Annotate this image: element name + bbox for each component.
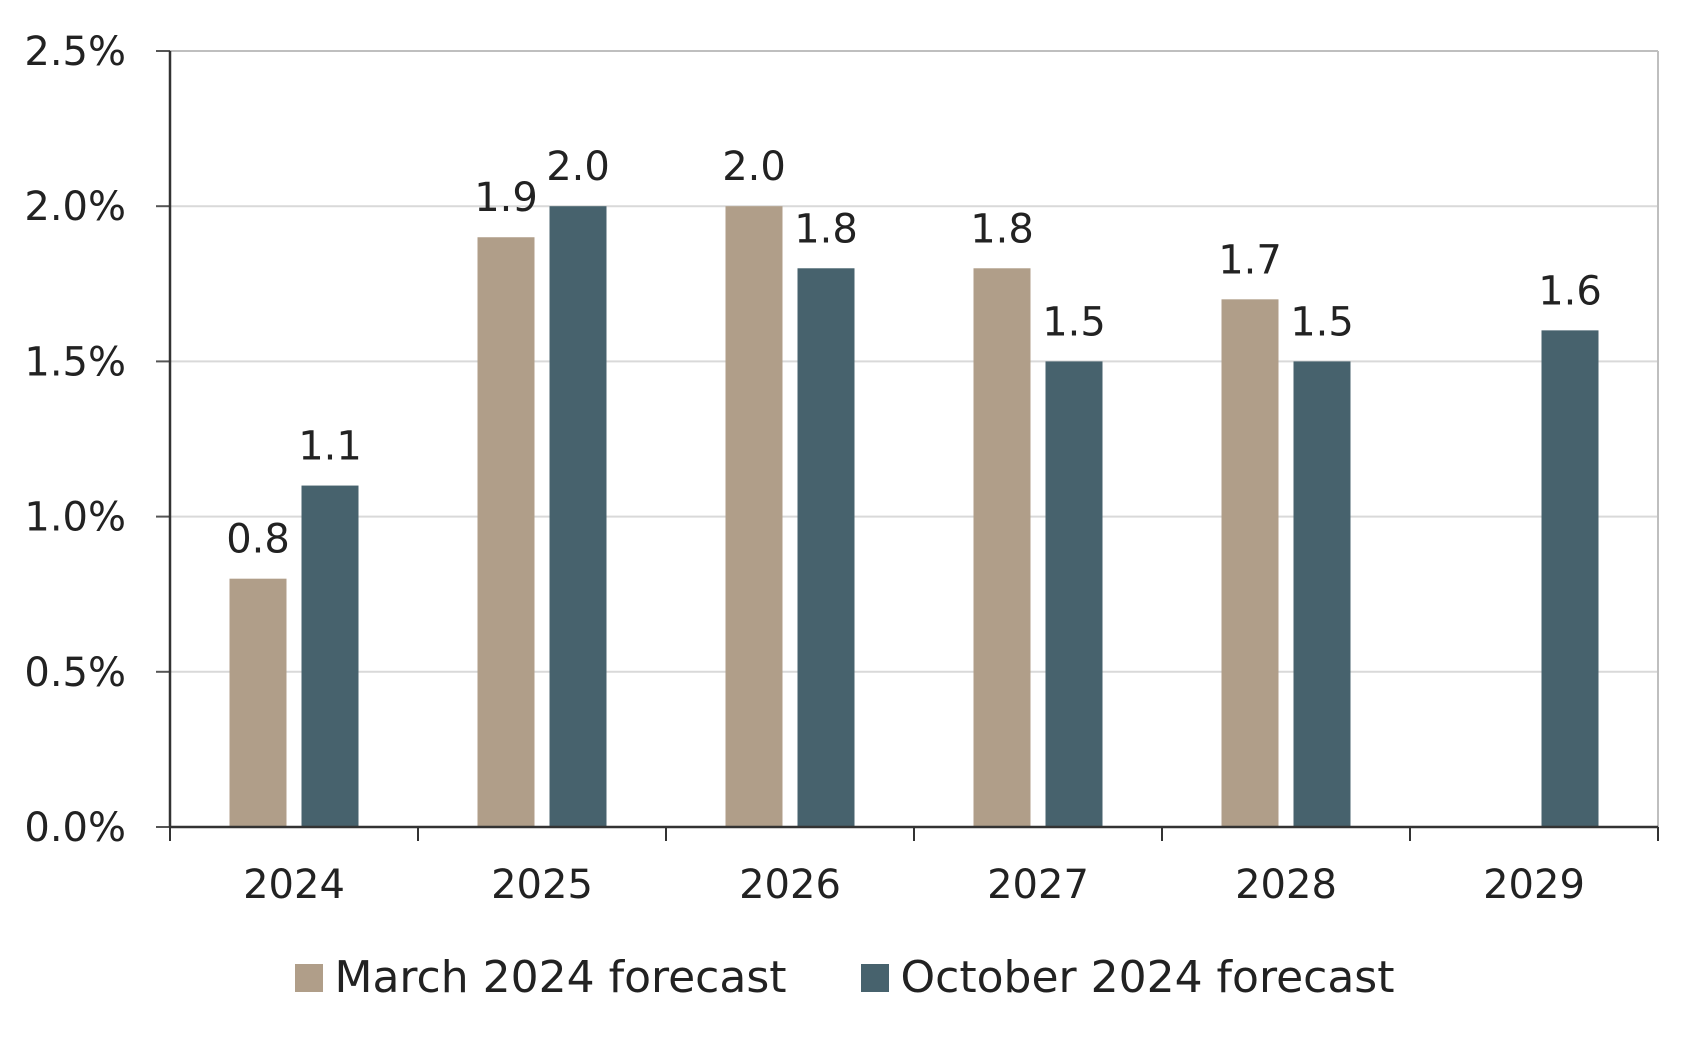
data-labels: 0.81.11.92.0 2.01.8 1.81.51.71.51.6 (226, 144, 1602, 562)
bars (229, 206, 1599, 828)
x-tick-label: 2024 (243, 862, 345, 908)
x-tick-label: 2029 (1483, 862, 1585, 908)
y-tick-label: 0.0% (24, 805, 126, 851)
axes: 0.0% 0.5% 1.0% 1.5% 2.0% 2.5% 2024 2025 2026 2027… (24, 29, 1659, 908)
bar (1293, 361, 1351, 827)
data-label: 1.8 (794, 206, 858, 252)
legend-label-october-2024: October 2024 forecast (900, 952, 1395, 1003)
data-label: 1.9 (474, 175, 538, 221)
x-tick-label: 2027 (987, 862, 1089, 908)
data-label: 1.1 (298, 424, 362, 470)
bar-chart: 0.81.11.92.0 2.01.8 1.81.51.71.51.6 0.0%0.… (24, 29, 1659, 908)
data-label: 1.8 (970, 206, 1034, 252)
data-label: 1.5 (1042, 299, 1106, 345)
bar (1221, 299, 1279, 827)
bar (973, 268, 1031, 827)
data-label: 2.0 (546, 144, 610, 190)
y-tick-label: 0.5% (24, 650, 126, 696)
y-tick-label: 1.0% (24, 495, 126, 541)
gridlines (170, 50, 1659, 827)
x-tick-label: 2025 (491, 862, 593, 908)
legend-item-october-2024: October 2024 forecast (860, 952, 1395, 1003)
y-tick-label: 2.0% (24, 184, 126, 230)
bar (229, 578, 287, 827)
bar (301, 485, 359, 827)
y-tick-label: 2.5% (24, 29, 126, 75)
bar (549, 206, 607, 827)
bar (797, 268, 855, 827)
legend-swatch-october-2024 (860, 963, 889, 992)
y-tick-label: 1.5% (24, 339, 126, 385)
legend: March 2024 forecast October 2024 forecas… (0, 952, 1689, 1003)
legend-item-march-2024: March 2024 forecast (294, 952, 787, 1003)
x-tick-label: 2026 (739, 862, 841, 908)
data-label: 1.7 (1218, 237, 1282, 283)
legend-swatch-march-2024 (294, 963, 323, 992)
bar (1045, 361, 1103, 827)
data-label: 1.6 (1538, 268, 1602, 314)
legend-label-march-2024: March 2024 forecast (334, 952, 787, 1003)
data-label: 0.8 (226, 517, 290, 563)
data-label: 1.5 (1290, 299, 1354, 345)
data-label: 2.0 (722, 144, 786, 190)
bar (1541, 330, 1599, 827)
x-tick-label: 2028 (1235, 862, 1337, 908)
bar (725, 206, 783, 827)
bar (477, 237, 535, 828)
